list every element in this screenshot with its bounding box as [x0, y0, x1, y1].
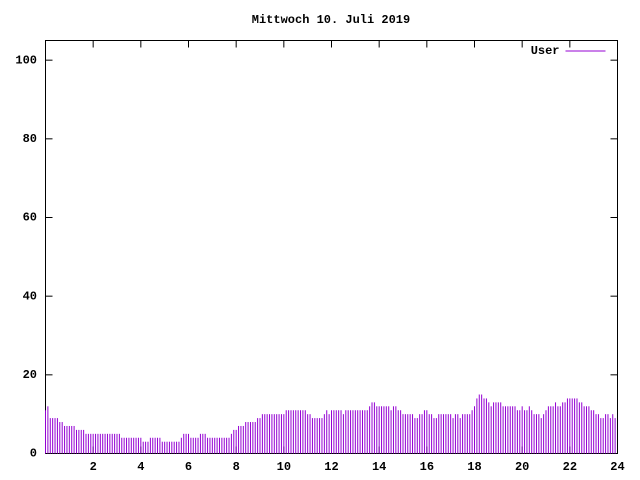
x-tick-label: 4	[137, 460, 144, 474]
x-tick-label: 14	[372, 460, 386, 474]
x-tick-label: 2	[90, 460, 97, 474]
x-tick-label: 22	[563, 460, 577, 474]
x-tick-label: 18	[467, 460, 481, 474]
y-tick-label: 0	[30, 447, 37, 461]
x-tick-label: 16	[420, 460, 434, 474]
y-tick-label: 40	[23, 289, 37, 303]
y-tick-label: 60	[23, 211, 37, 225]
x-tick-label: 8	[233, 460, 240, 474]
legend-label: User	[531, 44, 560, 58]
y-tick-label: 80	[23, 132, 37, 146]
x-tick-label: 20	[515, 460, 529, 474]
x-tick-label: 12	[324, 460, 338, 474]
y-tick-label: 20	[23, 368, 37, 382]
y-tick-label: 100	[15, 53, 37, 67]
x-tick-label: 6	[185, 460, 192, 474]
x-tick-label: 24	[610, 460, 624, 474]
x-tick-label: 10	[277, 460, 291, 474]
chart-title: Mittwoch 10. Juli 2019	[252, 13, 410, 27]
